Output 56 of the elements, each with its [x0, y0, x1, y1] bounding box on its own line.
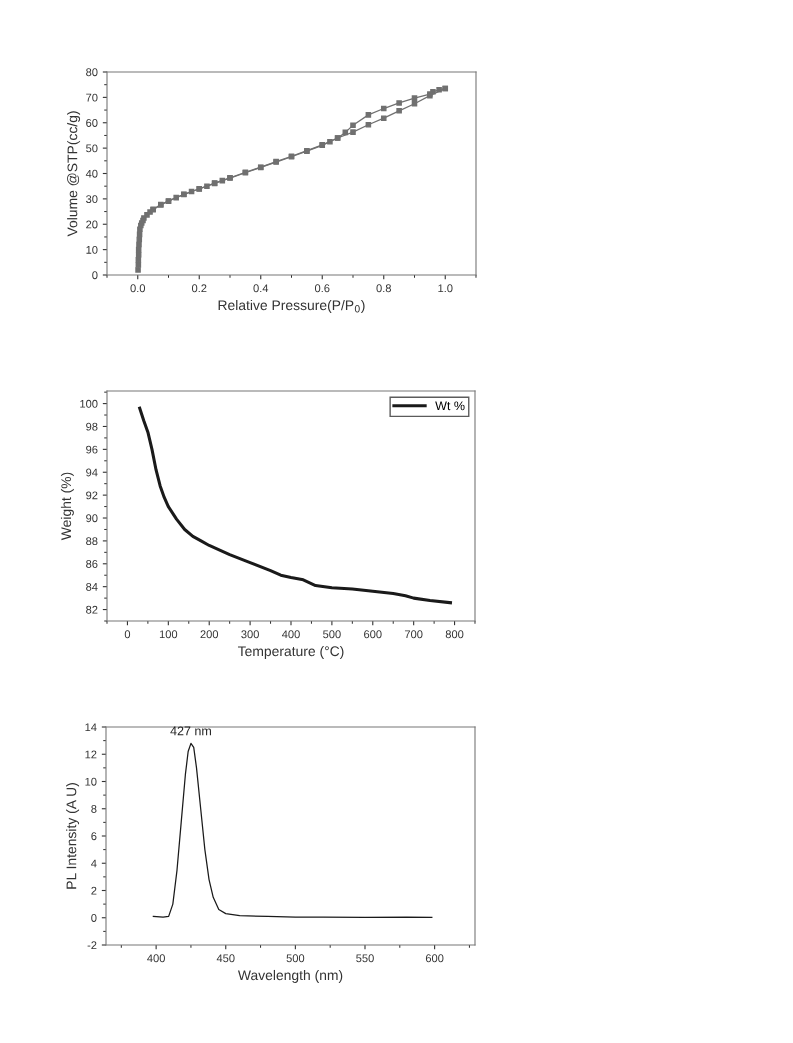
y-tick-label: 10	[86, 245, 98, 254]
x-tick-label: 0.4	[253, 284, 269, 293]
x-tick-label: 700	[404, 630, 423, 639]
x-tick-label: 400	[147, 954, 165, 963]
y-tick-label: 2	[91, 886, 97, 895]
x-axis-title: Wavelength (nm)	[237, 969, 343, 983]
y-tick-label: 6	[91, 832, 97, 841]
x-tick-label: 0.8	[376, 284, 391, 293]
x-axis-title: Temperature (°C)	[237, 645, 344, 659]
annotation: 427 nm	[170, 726, 211, 736]
y-tick-label: 92	[86, 491, 98, 500]
x-tick-label: 500	[286, 954, 305, 963]
y-tick-label: 4	[91, 859, 97, 868]
x-tick-label: 800	[445, 630, 464, 639]
x-tick-label: 0	[124, 630, 131, 639]
legend-label: Wt %	[435, 401, 465, 411]
x-tick-label: 0.2	[191, 284, 207, 293]
y-tick-label: 14	[85, 723, 97, 732]
y-tick-label: 98	[86, 422, 98, 431]
y-tick-label: 70	[86, 93, 98, 102]
y-tick-label: -2	[87, 941, 97, 950]
x-tick-label: 300	[241, 630, 259, 639]
x-tick-label: 200	[200, 630, 219, 639]
x-tick-label: 600	[364, 630, 382, 639]
y-tick-label: 10	[85, 777, 97, 786]
x-tick-label: 1.0	[438, 284, 453, 293]
x-tick-label: 400	[281, 630, 300, 639]
x-tick-label: 0.6	[314, 284, 330, 293]
y-axis-title: Volume @STP(cc/g)	[67, 111, 81, 237]
y-tick-label: 40	[85, 169, 98, 178]
y-tick-label: 82	[86, 605, 98, 614]
y-tick-label: 86	[86, 560, 98, 568]
y-tick-label: 0	[91, 914, 97, 922]
y-axis-title: PL Intensity (A U)	[66, 783, 80, 889]
x-tick-label: 550	[356, 954, 374, 963]
y-tick-label: 0	[92, 271, 98, 280]
x-axis-title: Relative Pressure(P/P$_{0}$)	[218, 299, 365, 313]
y-tick-label: 20	[86, 220, 98, 229]
y-tick-label: 90	[86, 514, 98, 523]
y-tick-label: 84	[86, 582, 98, 591]
x-tick-label: 0.0	[130, 284, 146, 293]
x-tick-label: 450	[216, 954, 235, 963]
y-tick-label: 50	[86, 144, 98, 153]
y-axis-title: Weight (%)	[60, 472, 74, 541]
y-tick-label: 60	[86, 119, 98, 127]
y-tick-label: 100	[80, 399, 98, 408]
y-tick-label: 96	[86, 445, 98, 454]
y-tick-label: 30	[86, 195, 98, 204]
y-tick-label: 8	[91, 805, 97, 813]
x-tick-label: 500	[323, 630, 341, 639]
x-tick-label: 100	[159, 630, 178, 639]
y-tick-label: 94	[86, 468, 98, 477]
x-tick-label: 600	[425, 954, 444, 963]
y-tick-label: 88	[86, 537, 98, 546]
y-tick-label: 12	[85, 750, 97, 759]
y-tick-label: 80	[86, 68, 98, 77]
